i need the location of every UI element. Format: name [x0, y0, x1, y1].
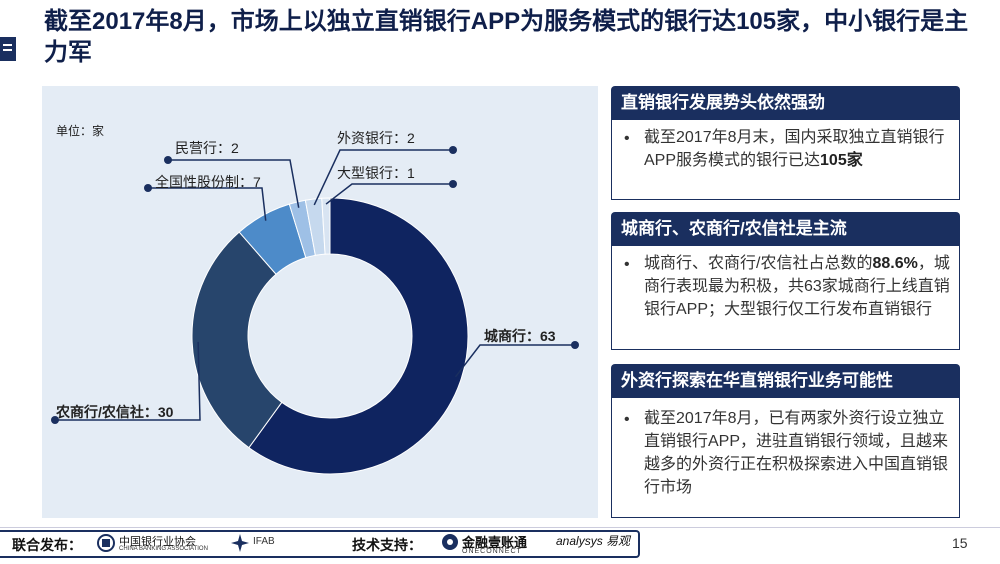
page-title: 截至2017年8月，市场上以独立直销银行APP为服务模式的银行达105家，中小银…: [44, 8, 969, 66]
unit-label: 单位：家: [56, 124, 105, 138]
bullet-icon: •: [624, 411, 630, 428]
leader-line: [454, 344, 575, 378]
bullet-icon: •: [624, 130, 630, 147]
leader-dot: [51, 416, 59, 424]
oneconnect-logo-icon: [442, 534, 458, 550]
publish-label: 联合发布：: [12, 537, 82, 553]
card-1-heading: 直销银行发展势头依然强劲: [611, 86, 960, 119]
card-2-text-a: 城商行、农商行/农信社占总数的: [644, 255, 873, 272]
support-label: 技术支持：: [352, 537, 422, 553]
card-1-body: • 截至2017年8月末，国内采取独立直销银行APP服务模式的银行已达105家: [611, 119, 960, 200]
bullet-icon: •: [624, 256, 630, 273]
label-waizi: 外资银行：2: [337, 130, 415, 146]
card-1-text: 截至2017年8月末，国内采取独立直销银行APP服务模式的银行已达: [644, 129, 945, 169]
label-daxing: 大型银行：1: [337, 165, 415, 181]
org-ifab: IFAB: [253, 536, 275, 547]
footer-bar: [0, 530, 640, 558]
org-oneconnect-en: ONECONNECT: [462, 548, 522, 555]
leader-dot: [449, 180, 457, 188]
label-minying: 民营行：2: [175, 140, 239, 156]
slice-nongshang: [191, 231, 283, 449]
leader-line: [55, 341, 201, 421]
leader-line: [168, 159, 300, 208]
card-2-highlight: 88.6%: [872, 255, 918, 272]
leader-dot: [449, 146, 457, 154]
leader-line: [313, 149, 453, 206]
org-cba-en: CHINA BANKING ASSOCIATION: [119, 546, 208, 552]
card-2-body: • 城商行、农商行/农信社占总数的88.6%，城商行表现最为积极，共63家城商行…: [611, 245, 960, 350]
org-analysys: analysys 易观: [556, 534, 631, 548]
card-2-text-b: ，城商行表现最为积极，共63家城商行上线直销银行APP；大型银行仅工行发布直销银…: [644, 255, 950, 318]
card-3-text: 截至2017年8月，已有两家外资行设立独立直销银行APP，进驻直销银行领域，且越…: [644, 410, 949, 496]
card-1-highlight: 105家: [820, 152, 863, 169]
card-2-heading: 城商行、农商行/农信社是主流: [611, 212, 960, 245]
card-3-heading: 外资行探索在华直销银行业务可能性: [611, 364, 960, 397]
org-cba: 中国银行业协会: [119, 536, 196, 548]
leader-dot: [571, 341, 579, 349]
page-number: 15: [952, 535, 968, 551]
leader-dot: [164, 156, 172, 164]
leader-line: [325, 183, 453, 205]
card-3-body: • 截至2017年8月，已有两家外资行设立独立直销银行APP，进驻直销银行领域，…: [611, 397, 960, 518]
slice-chengshang: [248, 197, 469, 475]
slice-daxing: [321, 197, 331, 255]
leader-dot: [144, 184, 152, 192]
leader-line: [148, 187, 267, 221]
ifab-logo-icon: [231, 534, 249, 552]
label-nongshang: 农商行/农信社：30: [56, 404, 174, 420]
org-oneconnect: 金融壹账通: [462, 535, 528, 550]
label-chengshang: 城商行：63: [484, 328, 556, 344]
menu-tab[interactable]: [0, 37, 16, 61]
label-gufen: 全国性股份制：7: [155, 174, 261, 190]
cba-logo-icon: [97, 534, 115, 552]
